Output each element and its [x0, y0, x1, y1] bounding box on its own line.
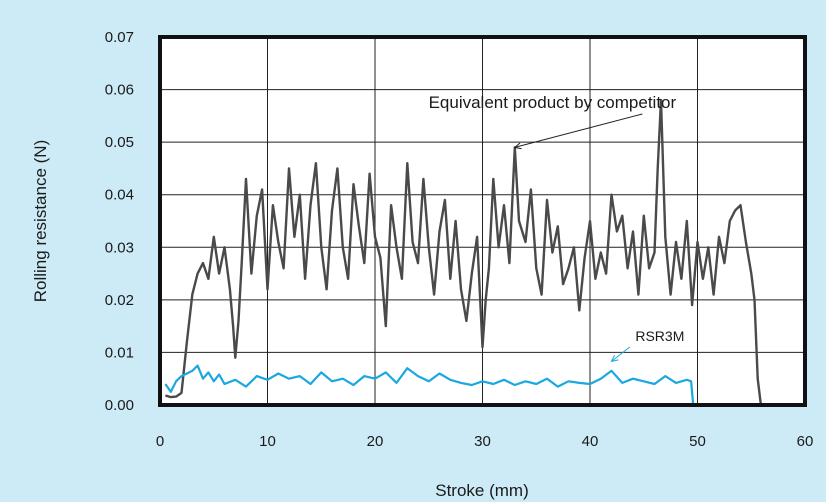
annotation-arrow	[611, 346, 631, 362]
y-tick-label: 0.03	[105, 239, 134, 256]
x-tick-label: 50	[689, 433, 706, 450]
y-tick-label: 0.06	[105, 82, 134, 99]
series-lines	[164, 98, 763, 406]
y-tick-label: 0.00	[105, 397, 134, 414]
x-tick-label: 20	[367, 433, 384, 450]
y-tick-label: 0.02	[105, 292, 134, 309]
annotations: Equivalent product by competitor RSR3M	[429, 93, 684, 363]
series-line-rsr3m	[164, 364, 695, 406]
y-axis-ticks: 0.00 0.01 0.02 0.03 0.04 0.05 0.06 0.07	[105, 29, 134, 414]
x-tick-label: 10	[259, 433, 276, 450]
x-tick-label: 30	[474, 433, 491, 450]
plot-frame	[158, 35, 807, 407]
x-axis-ticks: 0 10 20 30 40 50 60	[156, 433, 814, 450]
y-tick-label: 0.05	[105, 134, 134, 151]
annotation-arrowhead	[610, 354, 619, 363]
y-tick-label: 0.01	[105, 344, 134, 361]
annotation-competitor: Equivalent product by competitor	[429, 93, 677, 112]
x-tick-label: 0	[156, 433, 164, 450]
y-axis-title: Rolling resistance (N)	[31, 140, 50, 303]
series-line-competitor	[165, 98, 763, 406]
annotation-arrowhead	[513, 142, 522, 150]
annotation-rsr3m: RSR3M	[635, 328, 684, 344]
annotation-arrow	[514, 113, 643, 148]
x-tick-label: 60	[797, 433, 814, 450]
y-tick-label: 0.04	[105, 187, 134, 204]
x-axis-title: Stroke (mm)	[435, 481, 529, 500]
x-tick-label: 40	[582, 433, 599, 450]
y-tick-label: 0.07	[105, 29, 134, 46]
